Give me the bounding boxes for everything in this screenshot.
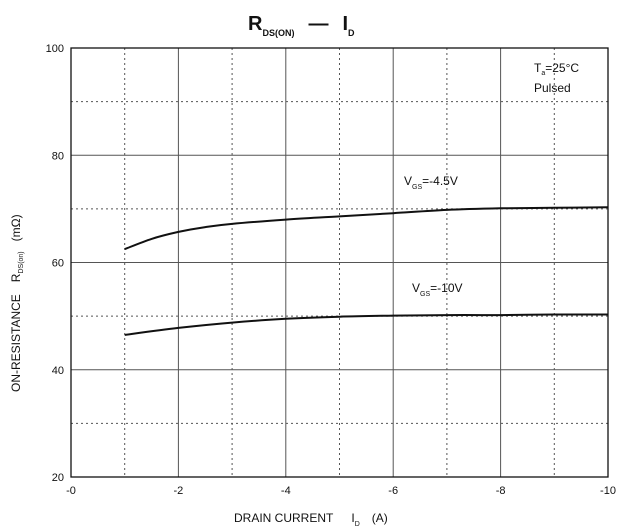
pulsed-annotation: Pulsed [534,81,571,95]
series-label-4p5v-value: =-4.5V [422,174,458,188]
x-axis-label-sym: I [351,511,354,525]
series-line-vgs-10v [124,313,609,336]
x-tick-label: -8 [496,485,506,497]
y-axis-label-main: ON-RESISTANCE [9,294,23,392]
title-i-sub: D [348,28,355,38]
x-tick-labels: -0 -2 -4 -6 -8 -10 [66,485,616,497]
temp-annotation: Ta=25°C [534,61,579,77]
series-label-4p5v-sub: GS [412,184,422,191]
x-tick-label: -0 [66,485,76,497]
title-r-sub: DS(ON) [262,28,294,38]
annotation-t: T [534,61,542,75]
y-axis-label-sym: R [9,273,23,282]
series-label-10v-v: V [412,281,420,295]
y-tick-label: 40 [52,365,64,377]
y-tick-labels: 20 40 60 80 100 [46,43,64,484]
y-tick-label: 100 [46,43,64,55]
x-axis-label-main: DRAIN CURRENT [234,511,334,525]
x-axis-label-unit: (A) [372,511,388,525]
y-tick-label: 20 [52,472,64,484]
y-tick-label: 80 [52,150,64,162]
series-label-4p5v-v: V [404,174,412,188]
title-dash: — [308,13,328,35]
annotation-t-sub: a [541,70,545,77]
annotation-value: =25°C [545,61,579,75]
chart-title: RDS(ON) — ID [248,13,355,38]
series-label-10v-value: =-10V [430,281,462,295]
title-r: R [248,13,263,35]
series-group [124,206,609,336]
y-axis-label-sub: DS(on) [18,251,25,273]
x-tick-label: -10 [600,485,616,497]
series-label-10v: VGS=-10V [412,281,463,298]
grid [71,48,608,477]
y-axis-label-unit: (mΩ) [9,214,23,241]
x-axis-label-sub: D [355,521,360,527]
y-tick-label: 60 [52,258,64,270]
series-label-4p5v: VGS=-4.5V [404,174,458,191]
x-axis-label: DRAIN CURRENT ID (A) [234,511,388,527]
x-tick-label: -4 [281,485,291,497]
x-tick-label: -2 [174,485,184,497]
title-i: I [342,13,348,35]
series-label-10v-sub: GS [420,291,430,298]
series-line-vgs-4p5v [124,206,609,251]
x-tick-label: -6 [388,485,398,497]
y-axis-label: ON-RESISTANCE RDS(on) (mΩ) [9,214,25,392]
plot-frame [70,47,609,478]
